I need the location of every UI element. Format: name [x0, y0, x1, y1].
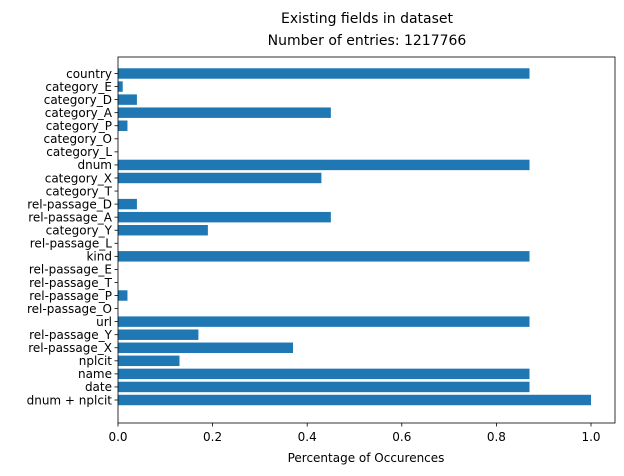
bar-nplcit — [118, 355, 180, 367]
bar-category-d — [118, 94, 137, 105]
y-tick-label-rel-passage-d: rel-passage_D — [27, 197, 112, 211]
chart-title: Existing fields in dataset — [281, 11, 454, 27]
y-tick-label-url: url — [96, 315, 112, 329]
y-tick-label-rel-passage-o: rel-passage_O — [27, 302, 112, 316]
y-tick-label-rel-passage-p: rel-passage_P — [29, 289, 112, 303]
bar-rel-passage-x — [118, 342, 294, 353]
y-axis-ticks: dnum + nplcitdatenamenplcitrel-passage_X… — [27, 67, 118, 407]
x-tick-label: 0.6 — [392, 430, 411, 444]
y-tick-label-rel-passage-t: rel-passage_T — [29, 276, 113, 290]
x-axis-label: Percentage of Occurences — [288, 451, 445, 465]
y-tick-label-rel-passage-e: rel-passage_E — [29, 263, 112, 277]
bar-category-p — [118, 120, 128, 131]
y-tick-label-category-x: category_X — [45, 171, 112, 185]
bar-dnum — [118, 159, 530, 171]
bar-category-y — [118, 224, 208, 236]
y-tick-label-category-e: category_E — [45, 80, 112, 94]
bar-rel-passage-y — [118, 329, 199, 340]
y-tick-label-country: country — [66, 67, 112, 81]
y-tick-label-dnum-nplcit: dnum + nplcit — [27, 393, 113, 407]
x-axis-ticks: 0.0 0.2 0.4 0.6 0.8 1.0 — [108, 423, 601, 444]
y-tick-label-date: date — [85, 380, 112, 394]
y-tick-label-category-o: category_O — [44, 132, 112, 146]
y-tick-label-rel-passage-y: rel-passage_Y — [29, 328, 113, 342]
x-tick-label: 0.2 — [203, 430, 222, 444]
y-tick-label-category-d: category_D — [44, 93, 112, 107]
y-tick-label-category-l: category_L — [46, 145, 112, 159]
bar-date — [118, 381, 530, 393]
chart-subtitle: Number of entries: 1217766 — [268, 33, 467, 49]
y-tick-label-category-a: category_A — [45, 106, 113, 120]
bar-url — [118, 316, 530, 327]
y-tick-label-rel-passage-a: rel-passage_A — [28, 210, 113, 224]
bar-category-e — [118, 81, 123, 92]
bar-country — [118, 68, 530, 79]
y-tick-label-category-y: category_Y — [46, 224, 113, 238]
y-tick-label-category-t: category_T — [46, 184, 113, 198]
bars-group — [118, 68, 591, 406]
bar-rel-passage-d — [118, 198, 137, 210]
y-tick-label-rel-passage-x: rel-passage_X — [28, 341, 112, 355]
bar-category-a — [118, 107, 331, 118]
x-tick-label: 1.0 — [581, 430, 600, 444]
bar-category-x — [118, 172, 322, 184]
bar-name — [118, 368, 530, 380]
bar-rel-passage-a — [118, 211, 331, 223]
x-tick-label: 0.4 — [298, 430, 317, 444]
y-tick-label-rel-passage-l: rel-passage_L — [30, 237, 113, 251]
x-tick-label: 0.8 — [487, 430, 506, 444]
bar-rel-passage-p — [118, 290, 128, 301]
y-tick-label-name: name — [78, 367, 112, 381]
plot-frame — [117, 56, 616, 424]
y-tick-label-dnum: dnum — [77, 158, 112, 172]
y-tick-label-kind: kind — [86, 250, 112, 264]
bar-dnum-nplcit — [118, 394, 591, 406]
y-tick-label-category-p: category_P — [46, 119, 112, 133]
bar-kind — [118, 251, 530, 262]
x-tick-label: 0.0 — [108, 430, 127, 444]
y-tick-label-nplcit: nplcit — [79, 354, 112, 368]
